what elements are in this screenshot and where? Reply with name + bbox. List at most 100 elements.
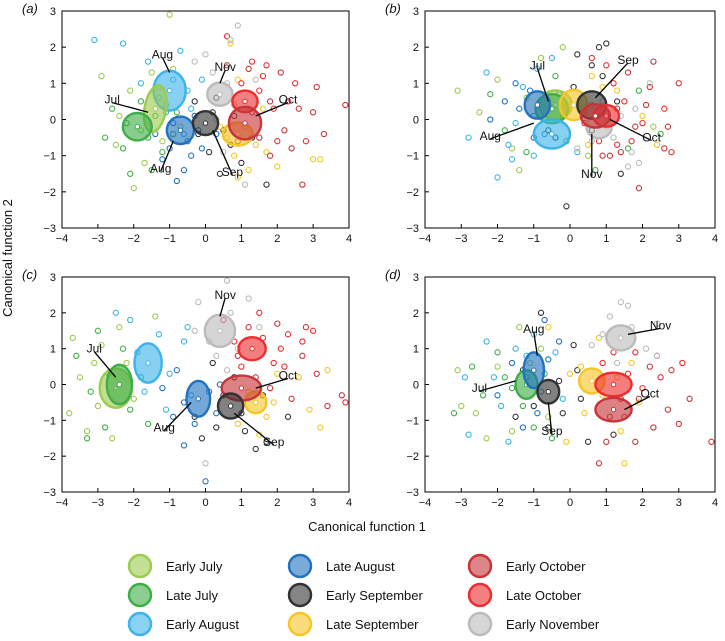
x-tick-label: −3 <box>92 497 105 509</box>
point-late-august <box>202 478 209 485</box>
group-ellipses <box>514 324 637 423</box>
y-tick-label: −1 <box>43 415 56 427</box>
point-late-august <box>173 367 180 374</box>
group-ellipses <box>523 88 621 150</box>
point-late-october <box>668 148 675 156</box>
centroid-late-august <box>534 102 541 108</box>
legend-label: Late October <box>506 588 582 603</box>
point-early-september <box>284 413 292 420</box>
point-late-july <box>508 384 516 392</box>
y-tick-label: 1 <box>50 78 56 90</box>
point-late-october <box>646 83 653 91</box>
point-late-july <box>73 352 80 359</box>
legend-label: Early August <box>166 617 239 632</box>
point-early-august <box>574 148 581 156</box>
point-early-august <box>505 438 512 445</box>
annotation-leader <box>624 395 651 411</box>
point-late-july <box>119 145 127 152</box>
point-late-september <box>234 420 241 428</box>
x-tick-label: −2 <box>491 497 504 509</box>
centroid-early-september <box>545 389 551 395</box>
legend-item-early-november: Early November <box>467 611 600 637</box>
point-late-september <box>584 141 592 148</box>
point-early-july <box>148 69 155 76</box>
y-tick-label: −3 <box>406 223 419 235</box>
point-late-september <box>274 163 281 170</box>
point-early-july <box>159 138 166 145</box>
legend-label: Early October <box>506 559 586 574</box>
point-early-july <box>516 166 523 174</box>
point-early-october <box>245 324 252 331</box>
point-late-september <box>581 410 588 417</box>
annotation-label: Oct <box>640 387 659 401</box>
y-tick-label: 2 <box>413 308 419 320</box>
legend-item-late-september: Late September <box>287 611 419 637</box>
point-late-september <box>245 166 252 174</box>
point-late-july <box>159 148 166 156</box>
x-tick-label: −4 <box>56 233 69 245</box>
legend-label: Early July <box>166 559 223 574</box>
point-late-september <box>231 152 238 159</box>
legend-label: Early September <box>326 588 423 603</box>
point-late-october <box>661 105 668 112</box>
point-late-july <box>468 363 476 370</box>
centroid-late-september <box>253 399 259 406</box>
point-early-august <box>137 80 145 87</box>
point-late-october <box>284 331 292 338</box>
point-late-october <box>277 345 284 352</box>
point-late-october <box>639 119 646 127</box>
y-tick-label: 0 <box>413 115 419 127</box>
legend-swatch <box>287 582 313 608</box>
x-axis-title: Canonical function 1 <box>308 519 426 534</box>
y-tick-label: −2 <box>43 451 56 463</box>
point-early-august <box>559 395 566 402</box>
annotation-label: Oct <box>279 93 298 107</box>
point-early-october <box>281 127 288 134</box>
point-late-july <box>109 105 116 112</box>
legend-swatch <box>287 611 313 637</box>
annotation-label: Sep <box>541 424 563 438</box>
point-late-october <box>588 54 595 62</box>
point-early-august <box>512 119 519 127</box>
x-tick-label: −3 <box>92 233 105 245</box>
point-early-july <box>472 410 479 417</box>
annotation-leader <box>609 118 652 142</box>
panel-label: (b) <box>385 1 401 16</box>
y-tick-label: 0 <box>50 115 56 127</box>
point-late-september <box>234 174 241 181</box>
centroid-late-october <box>249 346 255 352</box>
annotation-label: Jul <box>105 93 120 107</box>
point-early-october <box>686 395 693 402</box>
point-late-july <box>101 424 109 431</box>
point-late-september <box>270 399 277 406</box>
annotation-leader <box>536 68 549 102</box>
point-early-july <box>76 374 84 381</box>
annotation-leader <box>93 351 117 378</box>
panel-label: (c) <box>22 267 37 282</box>
annotation-label: Sep <box>222 165 244 179</box>
annotation-label: Nov <box>215 60 236 74</box>
x-tick-label: 3 <box>310 497 316 509</box>
point-late-october <box>342 399 349 406</box>
point-late-october <box>708 438 715 445</box>
legend-item-late-july: Late July <box>127 582 219 608</box>
centroid-early-august <box>166 87 173 94</box>
point-early-november <box>624 163 632 170</box>
x-tick-label: 4 <box>712 497 718 509</box>
x-tick-label: 1 <box>603 233 609 245</box>
point-early-october <box>288 395 295 402</box>
legend-swatch <box>127 553 153 579</box>
point-early-september <box>563 203 570 210</box>
centroid-late-august <box>195 396 202 402</box>
point-early-october <box>675 80 682 87</box>
point-early-july <box>123 359 130 367</box>
point-early-july <box>476 109 483 116</box>
point-late-july <box>624 145 632 152</box>
legend-swatch <box>127 611 153 637</box>
centroid-early-october <box>238 385 245 391</box>
annotation-label: Sep <box>263 435 285 449</box>
centroid-early-november <box>618 335 624 341</box>
point-late-july <box>548 435 556 442</box>
annotation-label: Jul <box>472 381 487 395</box>
